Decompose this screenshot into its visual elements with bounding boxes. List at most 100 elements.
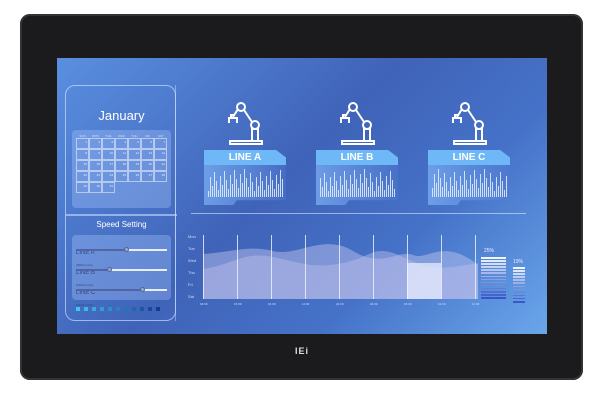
- level-gauge: [513, 267, 525, 304]
- x-axis-label: 15:00: [234, 302, 242, 306]
- page-dot[interactable]: [156, 307, 160, 311]
- calendar-day[interactable]: 27: [141, 171, 154, 182]
- calendar-day[interactable]: 13: [141, 149, 154, 160]
- calendar-day[interactable]: 19: [128, 160, 141, 171]
- calendar-day[interactable]: 20: [141, 160, 154, 171]
- calendar-day[interactable]: 15: [76, 160, 89, 171]
- bar: [362, 183, 363, 197]
- level-bar: [481, 278, 506, 281]
- slider-track[interactable]: [76, 247, 167, 252]
- calendar-grid: 1 2 3 4 5 6 7 8 9 10 11 12 13 14 15 16 17 18 19 20 21 22 23 24 2…: [76, 138, 167, 193]
- bar: [448, 191, 449, 197]
- calendar-day[interactable]: 1: [76, 138, 89, 149]
- calendar-day[interactable]: 8: [76, 149, 89, 160]
- slider-track[interactable]: [76, 287, 167, 292]
- bar: [472, 184, 473, 197]
- output-bars: [316, 165, 398, 205]
- page-dot[interactable]: [124, 307, 128, 311]
- bar: [356, 179, 357, 197]
- bar: [390, 171, 391, 197]
- calendar-day[interactable]: 14: [154, 149, 167, 160]
- calendar-day[interactable]: 3: [102, 138, 115, 149]
- bar: [384, 190, 385, 197]
- grid-line: [203, 235, 204, 299]
- calendar-day[interactable]: 2: [89, 138, 102, 149]
- level-bar: [513, 276, 525, 278]
- bar: [392, 180, 393, 197]
- calendar-day[interactable]: 9: [89, 149, 102, 160]
- bar: [440, 178, 441, 197]
- speed-slider-3[interactable]: LINE C (4500 mm/s): [76, 281, 167, 307]
- page-dot[interactable]: [100, 307, 104, 311]
- speed-slider-1[interactable]: LINE A (3000 mm/s): [76, 241, 167, 267]
- level-bar: [513, 301, 525, 303]
- level-bar: [513, 291, 525, 294]
- bar: [280, 170, 281, 197]
- calendar-day[interactable]: 29: [76, 182, 89, 193]
- grid-line: [339, 235, 340, 299]
- calendar-day[interactable]: 18: [115, 160, 128, 171]
- output-bars: [204, 165, 286, 205]
- bar: [502, 181, 503, 197]
- bar: [490, 173, 491, 197]
- page-dot[interactable]: [148, 307, 152, 311]
- page-dot[interactable]: [76, 307, 80, 311]
- bar: [438, 169, 439, 197]
- bar: [482, 183, 483, 197]
- calendar-day[interactable]: 5: [128, 138, 141, 149]
- bar: [436, 183, 437, 197]
- calendar-day[interactable]: 16: [89, 160, 102, 171]
- calendar-day[interactable]: 11: [115, 149, 128, 160]
- calendar-day[interactable]: 26: [128, 171, 141, 182]
- bar: [242, 183, 243, 197]
- y-axis-label: Fri: [188, 282, 193, 287]
- bar: [274, 189, 275, 197]
- bar: [494, 191, 495, 197]
- page-dot[interactable]: [92, 307, 96, 311]
- calendar-day[interactable]: 10: [102, 149, 115, 160]
- calendar-day[interactable]: 23: [89, 171, 102, 182]
- slider-knob[interactable]: [107, 267, 113, 272]
- calendar-day[interactable]: 22: [76, 171, 89, 182]
- calendar-day[interactable]: 7: [154, 138, 167, 149]
- speed-slider-2[interactable]: LINE B (1600 mm/s): [76, 261, 167, 287]
- calendar-day[interactable]: 30: [89, 182, 102, 193]
- calendar-day[interactable]: 17: [102, 160, 115, 171]
- calendar-day[interactable]: 24: [102, 171, 115, 182]
- level-bar: [481, 269, 506, 271]
- page-dot[interactable]: [116, 307, 120, 311]
- calendar-day[interactable]: 21: [154, 160, 167, 171]
- bar: [246, 178, 247, 197]
- robot-arm-icon: [450, 101, 490, 145]
- slider-track[interactable]: [76, 267, 167, 272]
- bar: [346, 180, 347, 197]
- level-percent: 19%: [513, 259, 524, 265]
- calendar-day[interactable]: 31: [102, 182, 115, 193]
- slider-fill: [76, 269, 110, 271]
- bar: [434, 174, 435, 197]
- calendar-day[interactable]: 6: [141, 138, 154, 149]
- bar: [276, 175, 277, 197]
- page-dots: [76, 307, 160, 311]
- calendar-day[interactable]: 28: [154, 171, 167, 182]
- bar: [324, 173, 325, 197]
- page-dot[interactable]: [140, 307, 144, 311]
- slider-fill: [76, 289, 143, 291]
- bar: [474, 170, 475, 197]
- level-bar: [513, 282, 525, 284]
- slider-knob[interactable]: [123, 247, 129, 252]
- calendar-day[interactable]: 12: [128, 149, 141, 160]
- bar: [252, 182, 253, 197]
- bar: [370, 173, 371, 197]
- page-dot[interactable]: [132, 307, 136, 311]
- bar: [364, 169, 365, 197]
- level-bar: [513, 267, 525, 269]
- page-dot[interactable]: [108, 307, 112, 311]
- page-dot[interactable]: [84, 307, 88, 311]
- calendar-day[interactable]: 25: [115, 171, 128, 182]
- level-bar: [513, 279, 525, 281]
- bar: [444, 173, 445, 197]
- calendar-day[interactable]: 4: [115, 138, 128, 149]
- bar: [506, 176, 507, 197]
- slider-knob[interactable]: [139, 287, 145, 292]
